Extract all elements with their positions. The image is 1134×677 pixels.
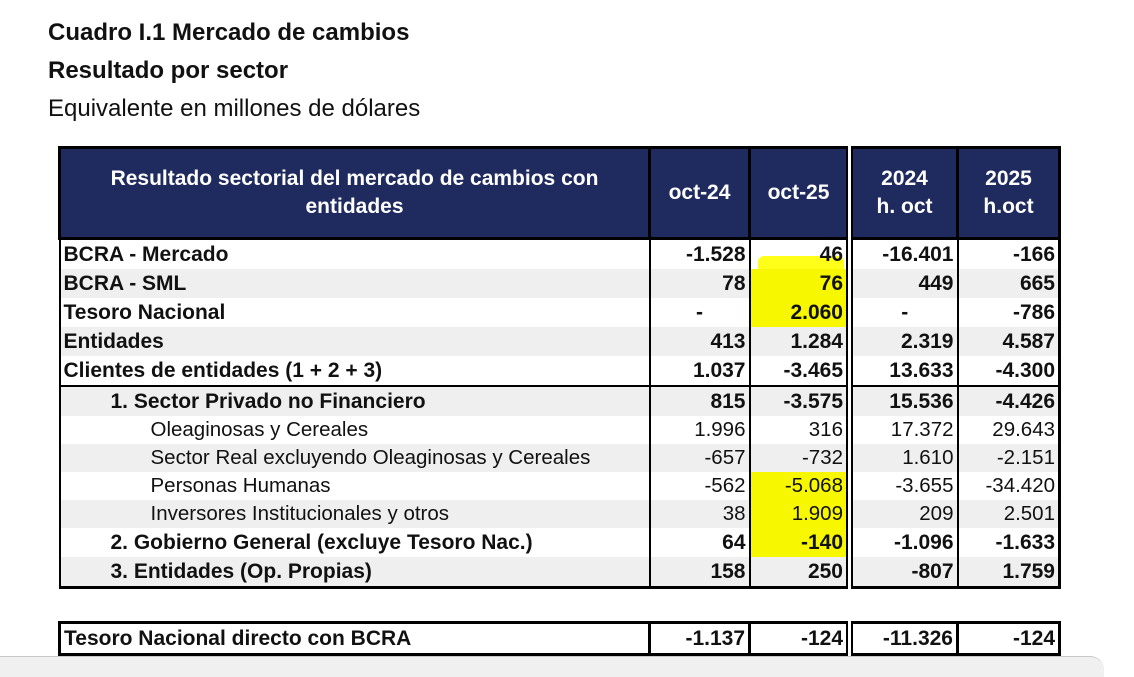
table-header-row: Resultado sectorial del mercado de cambi… bbox=[58, 146, 1061, 240]
horizontal-scrollbar[interactable] bbox=[0, 656, 1104, 677]
table-row: BCRA - SML 78 76 449 665 bbox=[58, 269, 1061, 298]
table-row: Clientes de entidades (1 + 2 + 3) 1.037 … bbox=[58, 356, 1061, 386]
table-row: Entidades 413 1.284 2.319 4.587 bbox=[58, 327, 1061, 356]
header-2025: 2025 h.oct bbox=[956, 146, 1061, 240]
table-row: Sector Real excluyendo Oleaginosas y Cer… bbox=[58, 444, 1061, 472]
table-title: Cuadro I.1 Mercado de cambios bbox=[48, 19, 410, 46]
table-row: 2. Gobierno General (excluye Tesoro Nac.… bbox=[58, 528, 1061, 557]
table-subtitle: Resultado por sector bbox=[48, 57, 289, 84]
table-row: BCRA - Mercado -1.528 46 -16.401 -166 bbox=[58, 238, 1061, 269]
table-row: Personas Humanas -562 -5.068 -3.655 -34.… bbox=[58, 472, 1061, 500]
table-row: Tesoro Nacional - 2.060 - -786 bbox=[58, 298, 1061, 327]
table-row: Oleaginosas y Cereales 1.996 316 17.372 … bbox=[58, 416, 1061, 444]
header-2024: 2024 h. oct bbox=[846, 146, 959, 240]
footer-table: Tesoro Nacional directo con BCRA -1.137 … bbox=[58, 621, 1061, 656]
header-oct25: oct-25 bbox=[748, 146, 851, 240]
table-row: 3. Entidades (Op. Propias) 158 250 -807 … bbox=[58, 557, 1061, 588]
header-label: Resultado sectorial del mercado de cambi… bbox=[58, 146, 651, 240]
table-row: 1. Sector Privado no Financiero 815 -3.5… bbox=[58, 385, 1061, 416]
table-row: Inversores Institucionales y otros 38 1.… bbox=[58, 500, 1061, 528]
header-oct24: oct-24 bbox=[648, 146, 751, 240]
fx-market-table: Resultado sectorial del mercado de cambi… bbox=[58, 146, 1061, 589]
footer-row: Tesoro Nacional directo con BCRA -1.137 … bbox=[58, 621, 1061, 656]
title-block: Cuadro I.1 Mercado de cambios Resultado … bbox=[48, 14, 420, 128]
table-units: Equivalente en millones de dólares bbox=[48, 95, 421, 122]
